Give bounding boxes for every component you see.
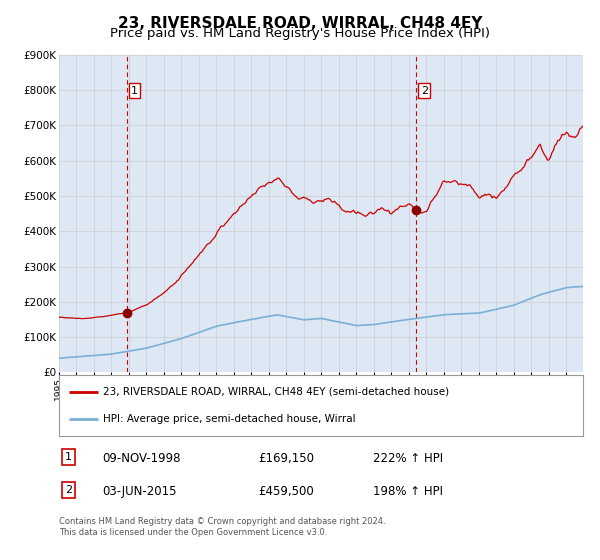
Text: 03-JUN-2015: 03-JUN-2015 xyxy=(102,485,176,498)
Text: 222% ↑ HPI: 222% ↑ HPI xyxy=(373,452,443,465)
Text: Price paid vs. HM Land Registry's House Price Index (HPI): Price paid vs. HM Land Registry's House … xyxy=(110,27,490,40)
Text: 09-NOV-1998: 09-NOV-1998 xyxy=(102,452,180,465)
Text: Contains HM Land Registry data © Crown copyright and database right 2024.
This d: Contains HM Land Registry data © Crown c… xyxy=(59,517,385,537)
Text: 2: 2 xyxy=(65,485,72,495)
Text: 23, RIVERSDALE ROAD, WIRRAL, CH48 4EY: 23, RIVERSDALE ROAD, WIRRAL, CH48 4EY xyxy=(118,16,482,31)
Text: 2: 2 xyxy=(421,86,428,96)
Text: 23, RIVERSDALE ROAD, WIRRAL, CH48 4EY (semi-detached house): 23, RIVERSDALE ROAD, WIRRAL, CH48 4EY (s… xyxy=(103,386,449,396)
Text: £459,500: £459,500 xyxy=(258,485,314,498)
Text: HPI: Average price, semi-detached house, Wirral: HPI: Average price, semi-detached house,… xyxy=(103,414,356,424)
Text: £169,150: £169,150 xyxy=(258,452,314,465)
Text: 198% ↑ HPI: 198% ↑ HPI xyxy=(373,485,443,498)
Text: 1: 1 xyxy=(65,452,72,462)
Text: 1: 1 xyxy=(131,86,138,96)
